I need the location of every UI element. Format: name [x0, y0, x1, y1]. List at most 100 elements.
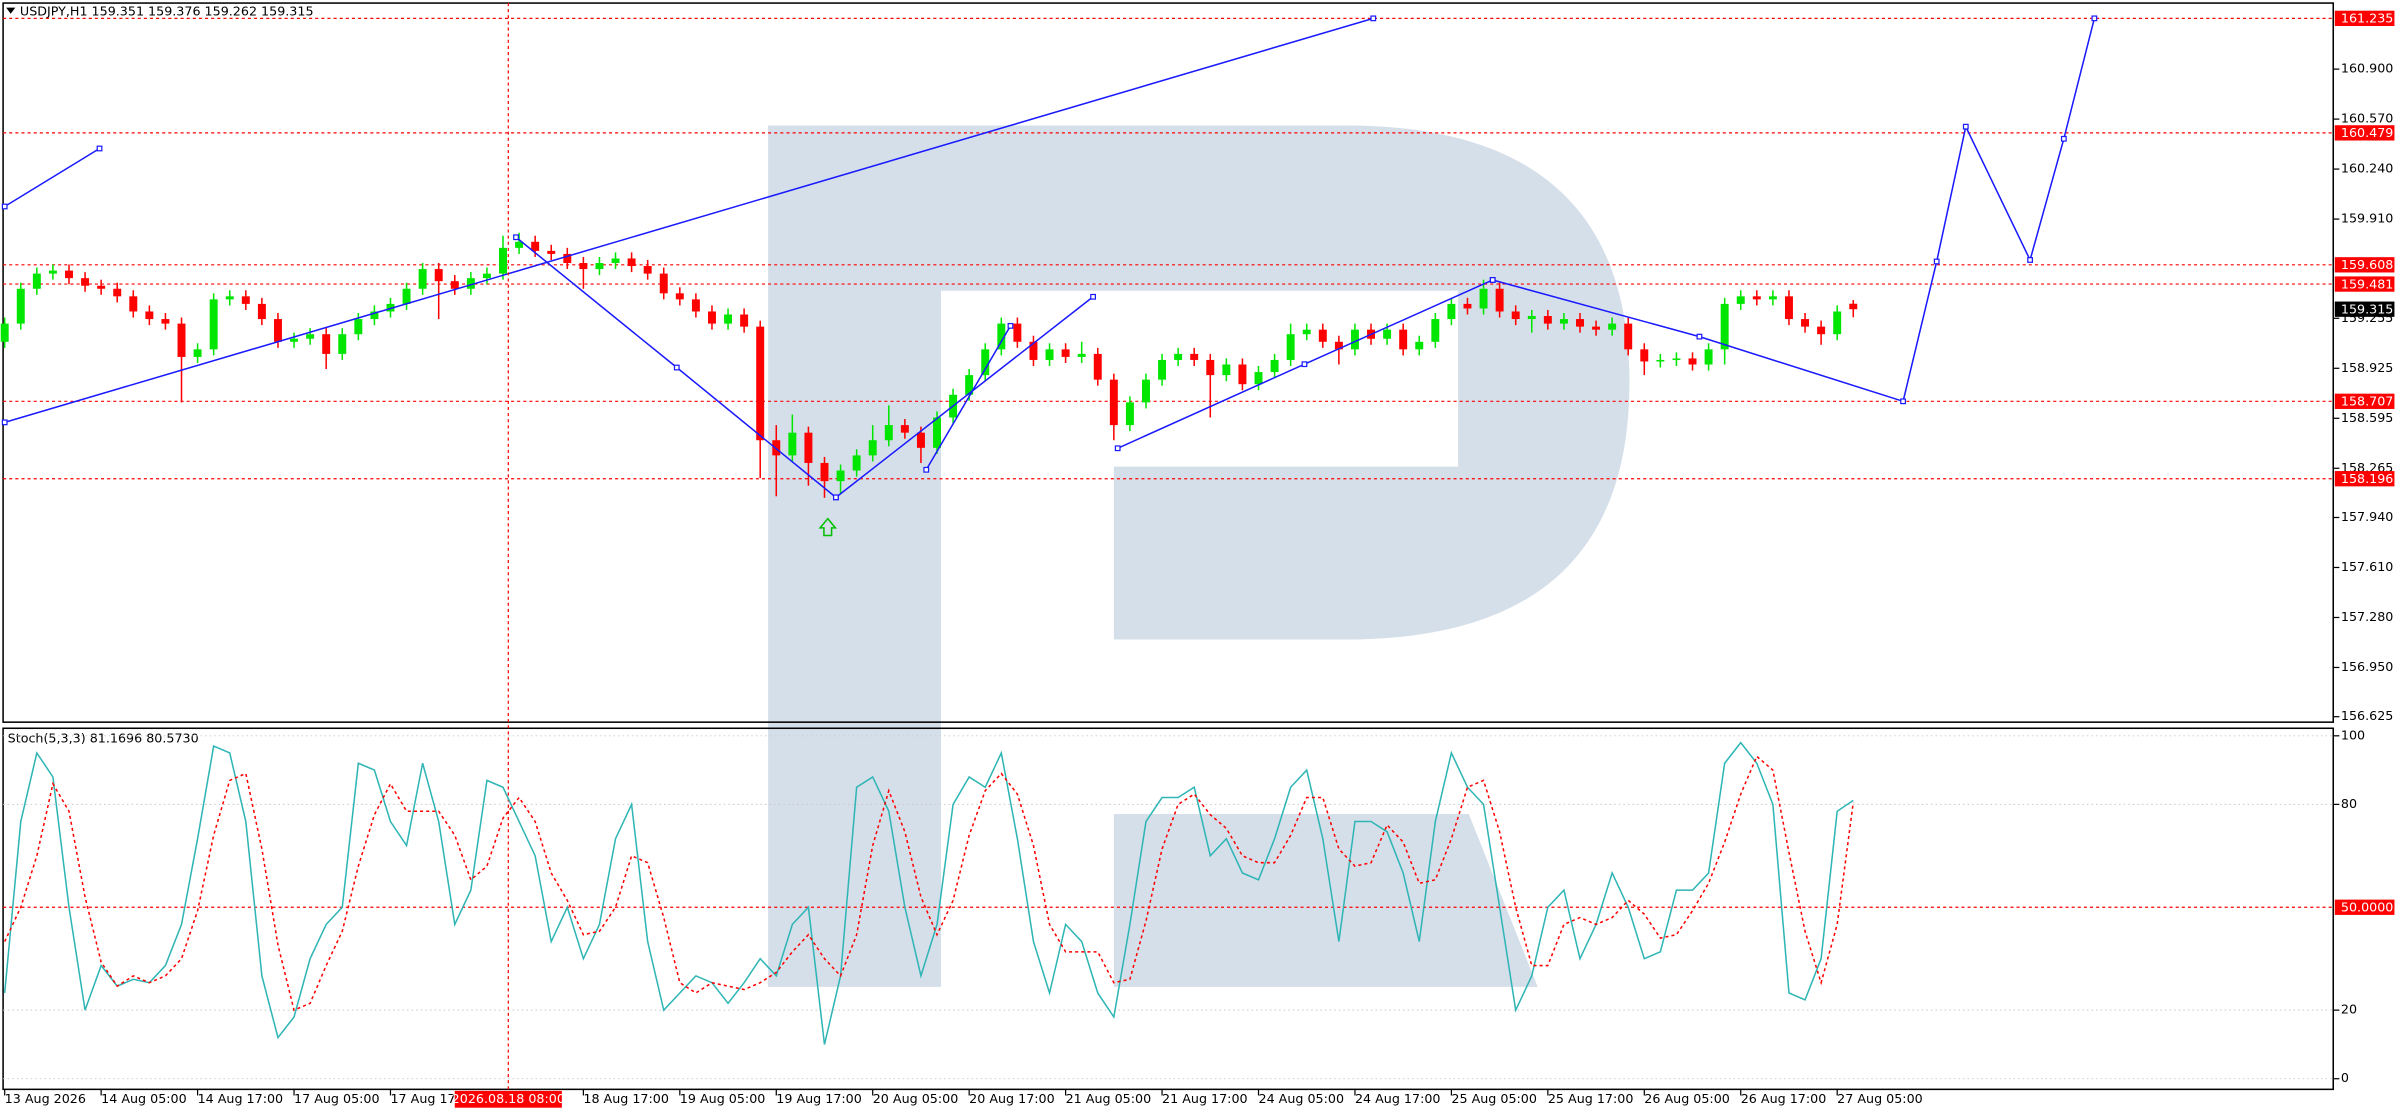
- x-tick-label: 24 Aug 05:00: [1259, 1091, 1345, 1106]
- x-tick-label: 21 Aug 17:00: [1162, 1091, 1248, 1106]
- x-tick-label: 14 Aug 17:00: [198, 1091, 284, 1106]
- candle-body: [900, 425, 909, 433]
- line-vertex: [923, 466, 930, 473]
- trend-line: [835, 296, 1094, 498]
- candle-body: [1415, 341, 1424, 350]
- line-vertex: [832, 494, 839, 501]
- candle-body: [1093, 353, 1102, 380]
- x-tick-label: 25 Aug 05:00: [1451, 1091, 1537, 1106]
- watermark-p: [768, 125, 1630, 987]
- candle-body: [65, 270, 73, 279]
- candle-body: [820, 462, 829, 482]
- y-tick-label: 157.610: [2341, 559, 2393, 574]
- candle-body: [322, 334, 331, 354]
- candle-body: [402, 288, 411, 304]
- candle-body: [868, 440, 877, 456]
- line-vertex: [513, 234, 519, 241]
- candle-body: [1688, 358, 1697, 365]
- candle-body: [1061, 349, 1070, 357]
- line-vertex: [2060, 135, 2067, 142]
- candle-body: [981, 349, 990, 376]
- y-tick-label: 159.910: [2341, 211, 2393, 226]
- x-tick-label: 17 Aug 05:00: [294, 1091, 380, 1106]
- symbol-menu-icon[interactable]: [6, 7, 16, 14]
- stoch-line: [4, 755, 1855, 1012]
- line-vertex: [1900, 398, 1906, 405]
- x-tick-label: 26 Aug 17:00: [1741, 1091, 1827, 1106]
- candle-body: [1270, 359, 1279, 373]
- candle-body: [1174, 353, 1183, 360]
- level-label: 160.479: [2341, 125, 2393, 140]
- y-tick-label: 160.900: [2341, 61, 2393, 76]
- x-tick-label: 18 Aug 17:00: [583, 1091, 669, 1106]
- candle-body: [1640, 349, 1649, 362]
- x-tick-label: 27 Aug 05:00: [1837, 1091, 1923, 1106]
- candle-body: [1849, 303, 1858, 310]
- candle-body: [354, 319, 363, 335]
- candle-body: [290, 338, 299, 342]
- candle-body: [1720, 303, 1729, 350]
- candle-body: [1383, 329, 1392, 339]
- candle-body: [1592, 326, 1601, 330]
- candle-body: [1527, 316, 1536, 320]
- watermark: [768, 125, 1630, 987]
- candle-body: [145, 311, 154, 320]
- candle-body: [643, 266, 652, 274]
- candle-body: [1254, 372, 1263, 385]
- candle-body: [113, 288, 122, 297]
- candle-body: [1222, 364, 1231, 376]
- candle-body: [1286, 334, 1295, 360]
- candle-body: [933, 417, 941, 448]
- candle-body: [434, 269, 443, 282]
- candle-body: [804, 432, 813, 463]
- candle-body: [997, 323, 1006, 350]
- y-tick-label: 158.925: [2341, 360, 2393, 375]
- candle-body: [1029, 341, 1038, 360]
- candle-body: [1109, 379, 1118, 426]
- candle-body: [306, 334, 315, 339]
- candle-body: [209, 299, 218, 350]
- y-tick-label: 156.950: [2341, 659, 2393, 674]
- candle-body: [707, 311, 716, 324]
- candle-body: [1045, 349, 1054, 360]
- candle-body: [81, 278, 90, 286]
- y-tick-label: 20: [2341, 1002, 2357, 1017]
- candle-body: [1559, 319, 1568, 324]
- candle-body: [1479, 288, 1488, 309]
- candle-body: [129, 296, 138, 312]
- level-label-box: [2334, 471, 2395, 487]
- candle-body: [1431, 319, 1440, 342]
- candle-body: [499, 247, 507, 274]
- level-label: 158.707: [2341, 394, 2393, 409]
- line-vertex: [1090, 293, 1097, 300]
- line-vertex: [1, 419, 8, 426]
- line-vertex: [1114, 445, 1121, 452]
- candle-body: [595, 263, 604, 270]
- level-label-box: [2334, 899, 2395, 915]
- x-tick-label: 24 Aug 17:00: [1355, 1091, 1441, 1106]
- price-frame: [2, 2, 2335, 723]
- y-tick-label: 158.595: [2341, 410, 2393, 425]
- y-tick-label: 158.265: [2341, 460, 2393, 475]
- candle-body: [1495, 288, 1504, 312]
- candle-body: [788, 432, 797, 456]
- level-label: 159.481: [2341, 276, 2393, 291]
- y-tick-label: 156.625: [2341, 708, 2393, 723]
- level-label: 50.0000: [2341, 900, 2393, 915]
- candle-body: [852, 455, 861, 471]
- y-tick-label: 160.240: [2341, 161, 2393, 176]
- x-tick-label: 17 Aug 17:00: [390, 1091, 476, 1106]
- candle-body: [724, 314, 733, 324]
- candle-body: [1190, 353, 1199, 360]
- candle-body: [1302, 329, 1311, 335]
- line-vertex: [2027, 257, 2033, 263]
- y-tick-label: 100: [2341, 727, 2365, 742]
- x-tick-label: 21 Aug 05:00: [1066, 1091, 1152, 1106]
- candle-body: [1543, 316, 1552, 324]
- line-vertex: [1, 203, 8, 210]
- candle-body: [1784, 296, 1793, 320]
- level-label-box: [2334, 276, 2395, 292]
- line-vertex: [1370, 15, 1377, 22]
- candle-body: [193, 349, 202, 357]
- candle-body: [0, 323, 9, 342]
